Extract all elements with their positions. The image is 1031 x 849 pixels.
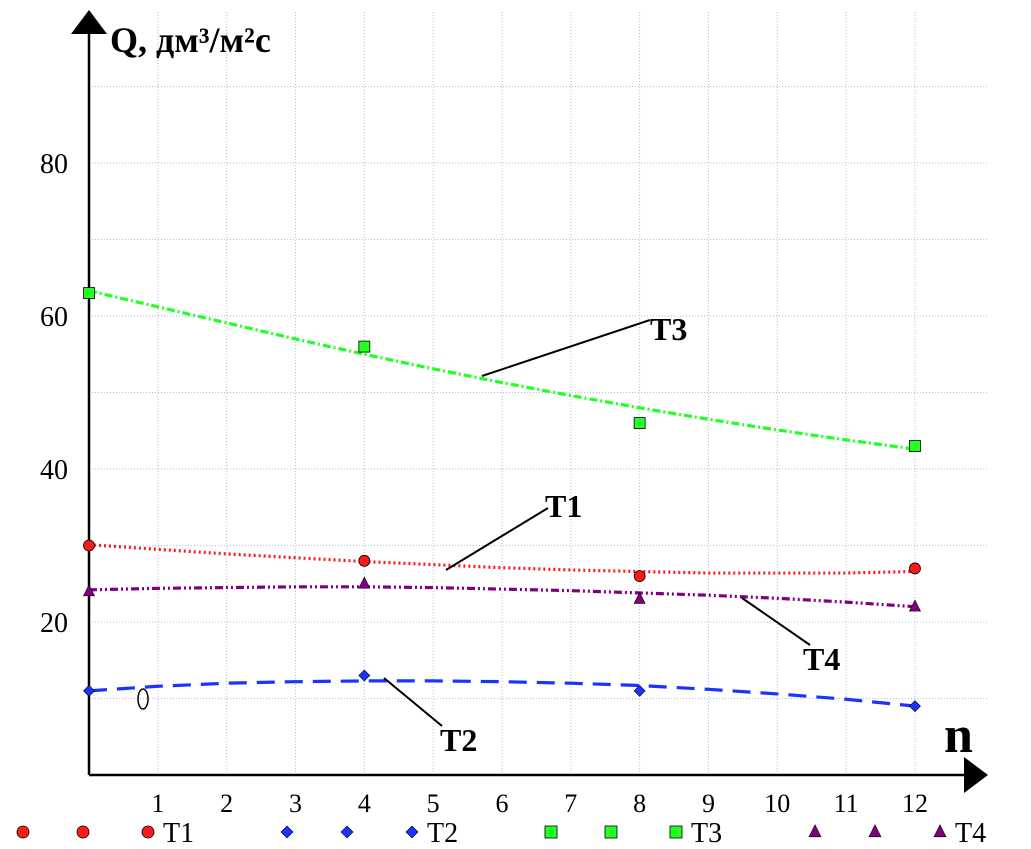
y-tick-labels: 20 40 60 80 xyxy=(40,149,68,639)
data-point-t3 xyxy=(909,440,921,452)
y-tick-label: 20 xyxy=(40,608,68,639)
legend-marker-t4 xyxy=(933,824,947,838)
legend-marker-t2 xyxy=(405,825,419,839)
legend-marker-t3 xyxy=(544,825,558,839)
x-tick-labels: 1 2 3 4 5 6 7 8 9 10 11 12 xyxy=(151,789,928,818)
x-tick-label: 11 xyxy=(834,789,859,818)
x-tick-label: 2 xyxy=(220,789,233,818)
x-tick-label: 3 xyxy=(289,789,302,818)
legend-marker-t1 xyxy=(76,825,90,839)
x-tick-label: 4 xyxy=(358,789,371,818)
data-point-t1 xyxy=(83,539,95,552)
y-axis-arrow xyxy=(71,10,107,34)
legend-marker-t1 xyxy=(16,825,30,839)
fit-curve-t2 xyxy=(88,679,916,708)
callout-line-t3 xyxy=(481,319,651,377)
origin-note xyxy=(137,688,149,710)
data-point-t3 xyxy=(83,287,95,299)
callout-label-t4: T4 xyxy=(803,641,840,677)
grid xyxy=(89,12,988,775)
data-point-t1 xyxy=(358,554,371,567)
data-point-t2 xyxy=(358,669,371,682)
x-tick-label: 1 xyxy=(151,789,164,818)
x-tick-label: 8 xyxy=(633,789,646,818)
callout-label-t1: T1 xyxy=(545,488,582,524)
fit-curve-t4 xyxy=(88,585,916,609)
data-point-t3 xyxy=(633,417,646,430)
data-point-t3 xyxy=(358,340,371,353)
x-tick-label: 10 xyxy=(764,789,790,818)
x-tick-label: 12 xyxy=(902,789,928,818)
legend-marker-t3 xyxy=(669,825,683,839)
legend-marker-t4 xyxy=(868,824,882,838)
callout-label-t3: T3 xyxy=(650,311,687,347)
legend-label-t4: T4 xyxy=(955,818,986,849)
x-axis-label: n xyxy=(944,707,973,764)
callout-line-t2 xyxy=(383,677,443,727)
x-tick-label: 5 xyxy=(427,789,440,818)
data-point-t4 xyxy=(633,591,646,604)
data-point-t4 xyxy=(908,599,921,612)
legend-marker-t4 xyxy=(808,824,822,838)
y-tick-label: 60 xyxy=(40,302,68,333)
y-tick-label: 80 xyxy=(40,149,68,180)
axes xyxy=(71,10,988,793)
legend-label-t2: T2 xyxy=(427,818,458,849)
data-point-t1 xyxy=(909,562,921,575)
legend-label-t3: T3 xyxy=(691,818,722,849)
x-tick-label: 6 xyxy=(495,789,508,818)
callout-line-t1 xyxy=(445,507,549,571)
fit-curves xyxy=(88,289,916,708)
legend-marker-t1 xyxy=(141,825,155,839)
x-tick-label: 9 xyxy=(702,789,715,818)
legend-marker-t2 xyxy=(280,825,294,839)
origin-note-mark xyxy=(137,688,149,710)
legend-marker-t2 xyxy=(340,825,354,839)
data-point-t4 xyxy=(358,576,371,589)
x-tick-label: 7 xyxy=(564,789,577,818)
callout-label-t2: T2 xyxy=(440,722,477,758)
data-point-t2 xyxy=(909,700,921,713)
data-point-t1 xyxy=(633,570,646,582)
legend-label-t1: T1 xyxy=(163,818,194,849)
y-tick-label: 40 xyxy=(40,455,68,486)
legend: T1 T2 T3 T4 xyxy=(16,818,986,849)
x-axis-arrow xyxy=(964,757,988,793)
fit-curve-t3 xyxy=(88,289,916,451)
y-axis-label: Q, дм³/м²с xyxy=(110,20,271,60)
callouts: T1 T2 T3 T4 xyxy=(383,311,840,758)
data-point-t2 xyxy=(633,684,646,697)
legend-marker-t3 xyxy=(604,825,618,839)
data-points xyxy=(83,287,921,713)
callout-line-t4 xyxy=(741,597,811,646)
data-point-t2 xyxy=(83,684,95,697)
data-point-t4 xyxy=(83,584,95,597)
